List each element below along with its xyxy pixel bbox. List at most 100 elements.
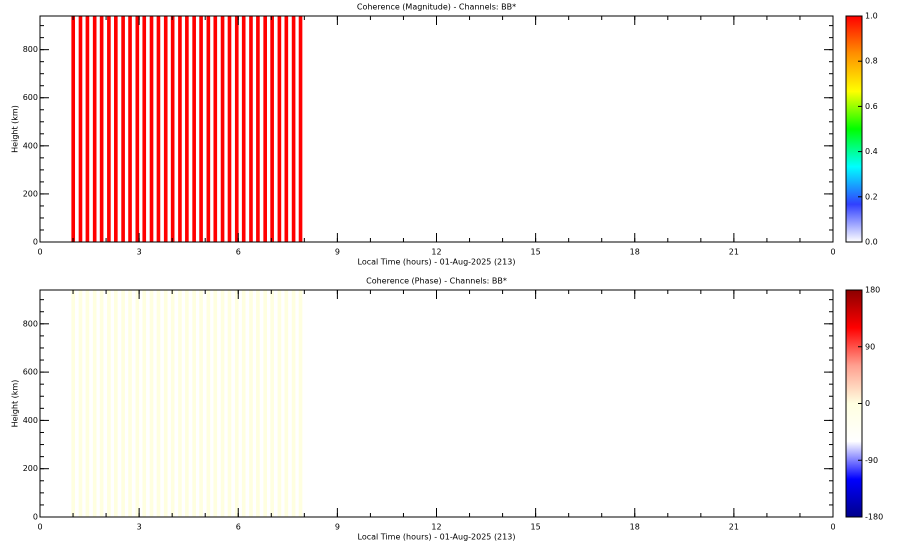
stripe: [71, 290, 76, 517]
y-tick-label: 200: [23, 189, 38, 198]
stripe: [192, 16, 196, 242]
stripe: [170, 290, 175, 517]
x-tick-label: 9: [335, 523, 340, 532]
x-tick-label: 21: [729, 523, 739, 532]
x-axis-label: Local Time (hours) - 01-Aug-2025 (213): [358, 533, 516, 542]
stripe: [85, 16, 90, 242]
stripe: [99, 16, 104, 242]
stripe: [114, 16, 118, 242]
x-tick-label: 9: [335, 248, 340, 257]
x-tick-label: 12: [431, 248, 441, 257]
stripe: [142, 16, 147, 242]
stripe: [149, 290, 154, 517]
stripe: [178, 16, 182, 242]
stripe: [241, 290, 246, 517]
stripe: [256, 290, 260, 517]
chart-title: Coherence (Magnitude) - Channels: BB*: [357, 3, 516, 12]
y-tick-label: 800: [23, 319, 38, 328]
stripe: [192, 290, 196, 517]
colorbar-tick-label: 90: [865, 342, 875, 351]
stripe: [227, 290, 232, 517]
stripe: [185, 16, 189, 242]
stripe: [220, 16, 225, 242]
stripe: [298, 16, 303, 242]
colorbar-tick-label: -180: [865, 513, 883, 522]
stripe: [78, 290, 83, 517]
y-tick-label: 600: [23, 368, 38, 377]
stripe: [178, 290, 182, 517]
stripe: [128, 16, 132, 242]
colorbar-tick-label: 1.0: [865, 12, 878, 21]
stripe: [241, 16, 246, 242]
stripe: [121, 16, 125, 242]
stripe: [156, 16, 161, 242]
stripe: [270, 16, 274, 242]
stripe: [71, 16, 76, 242]
stripe: [114, 290, 118, 517]
stripe: [234, 16, 239, 242]
stripe: [99, 290, 104, 517]
x-tick-label: 18: [630, 523, 640, 532]
stripe: [170, 16, 175, 242]
x-tick-label: 0: [830, 248, 835, 257]
x-tick-label: 0: [830, 523, 835, 532]
stripe: [206, 16, 211, 242]
x-tick-label: 0: [37, 248, 42, 257]
y-tick-label: 400: [23, 416, 38, 425]
stripe: [163, 16, 168, 242]
stripe: [121, 290, 125, 517]
stripe: [220, 290, 225, 517]
stripe: [256, 16, 260, 242]
stripe: [199, 16, 203, 242]
stripe: [277, 290, 282, 517]
colorbar-tick-label: 0.2: [865, 192, 878, 201]
stripe: [92, 290, 97, 517]
x-tick-label: 15: [531, 248, 541, 257]
x-tick-label: 6: [236, 248, 241, 257]
y-tick-label: 400: [23, 141, 38, 150]
x-tick-label: 6: [236, 523, 241, 532]
x-tick-label: 3: [137, 523, 142, 532]
x-tick-label: 3: [137, 248, 142, 257]
colorbar-tick-label: 180: [865, 286, 880, 295]
stripe: [227, 16, 232, 242]
stripe: [135, 290, 140, 517]
x-tick-label: 21: [729, 248, 739, 257]
x-axis-label: Local Time (hours) - 01-Aug-2025 (213): [358, 258, 516, 267]
stripe: [263, 290, 267, 517]
stripe: [135, 16, 140, 242]
stripe: [92, 16, 97, 242]
x-tick-label: 15: [531, 523, 541, 532]
y-axis-label: Height (km): [11, 105, 20, 153]
y-tick-label: 200: [23, 464, 38, 473]
stripe: [149, 16, 154, 242]
stripe: [85, 290, 90, 517]
x-tick-label: 12: [431, 523, 441, 532]
y-tick-label: 600: [23, 93, 38, 102]
stripe: [78, 16, 83, 242]
chart-title: Coherence (Phase) - Channels: BB*: [366, 277, 507, 286]
stripe: [206, 290, 211, 517]
x-tick-label: 0: [37, 523, 42, 532]
stripe: [263, 16, 267, 242]
stripe: [156, 290, 161, 517]
stripe: [107, 290, 111, 517]
stripe: [249, 16, 253, 242]
x-tick-label: 18: [630, 248, 640, 257]
stripe: [291, 290, 296, 517]
stripe: [277, 16, 282, 242]
y-axis-label: Height (km): [11, 380, 20, 428]
y-tick-label: 0: [33, 513, 38, 522]
stripe: [163, 290, 168, 517]
stripe: [199, 290, 203, 517]
stripe: [213, 290, 218, 517]
colorbar: [845, 15, 863, 243]
colorbar-tick-label: 0.8: [865, 57, 878, 66]
y-tick-label: 800: [23, 45, 38, 54]
colorbar-tick-label: 0.6: [865, 102, 878, 111]
colorbar-tick-label: 0.0: [865, 238, 878, 247]
stripe: [284, 290, 289, 517]
